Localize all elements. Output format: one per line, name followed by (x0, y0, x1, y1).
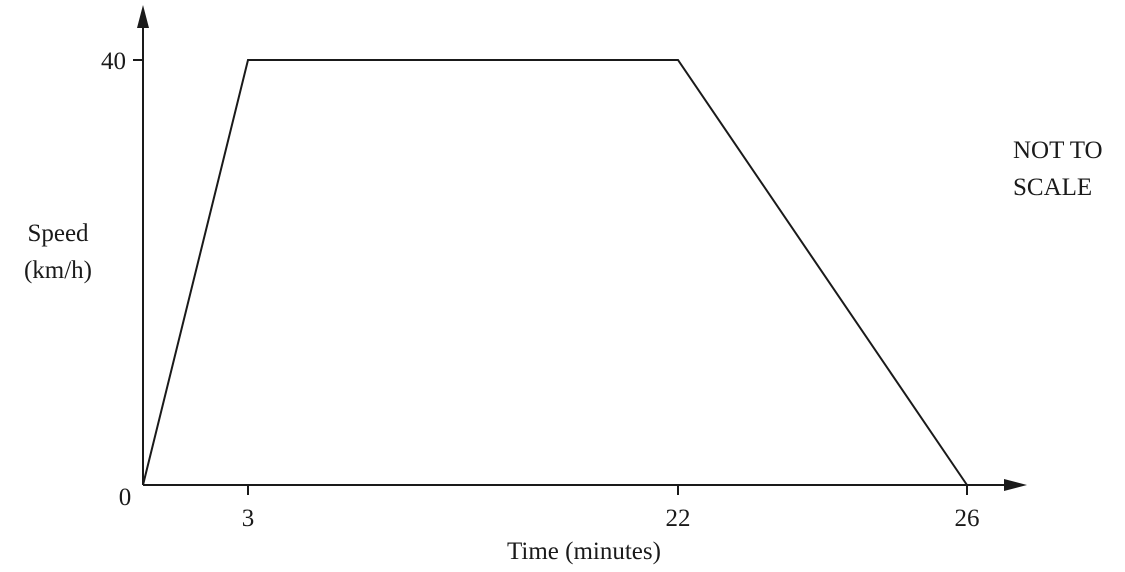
x-tick-labels: 3 22 26 (242, 505, 980, 532)
axes (142, 22, 1012, 486)
y-axis-label-line-2: (km/h) (24, 257, 92, 284)
axis-ticks (133, 59, 968, 495)
y-axis-arrowhead (137, 5, 149, 28)
x-tick-label-1: 22 (666, 505, 691, 532)
scale-note-line-1: NOT TO (1013, 137, 1103, 164)
x-tick-label-2: 26 (955, 505, 980, 532)
x-axis-label: Time (minutes) (507, 538, 661, 565)
origin-label: 0 (119, 484, 132, 511)
y-axis-label-line-1: Speed (27, 220, 89, 247)
y-tick-label-0: 40 (101, 48, 126, 75)
x-tick-label-0: 3 (242, 505, 255, 532)
scale-note-line-2: SCALE (1013, 174, 1092, 201)
y-tick-labels: 40 (101, 48, 126, 75)
speed-series-line (142, 59, 968, 486)
x-axis-arrowhead (1004, 479, 1027, 491)
